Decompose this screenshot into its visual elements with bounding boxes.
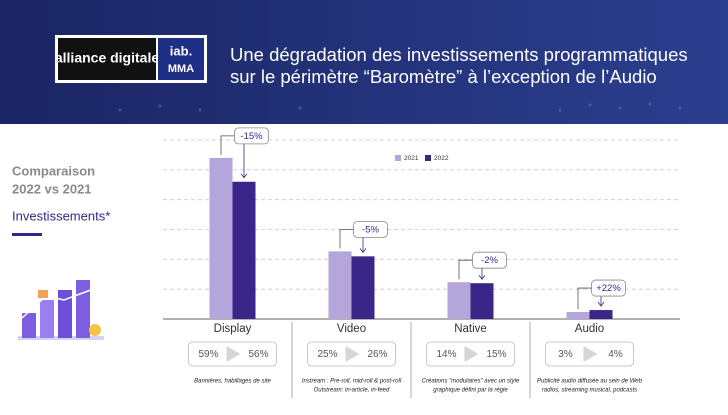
share-label: 14%: [436, 349, 456, 360]
description: radios, streaming musical, podcasts: [542, 388, 637, 394]
x-tick-label: Display: [214, 323, 252, 335]
share-label: 26%: [367, 349, 387, 360]
description: Créations "modulaires" avec un style: [422, 379, 520, 385]
logo-text: alliance digitale: [55, 50, 159, 66]
sidebar-subheading: Investissements*: [12, 208, 110, 223]
annotation-label: -2%: [481, 255, 498, 266]
bar: [328, 251, 352, 319]
illustration: [18, 280, 104, 340]
description: graphique défini par la régie: [433, 388, 508, 394]
annotation-box: [591, 279, 626, 297]
bar: [232, 181, 256, 319]
description: Instream : Pre-roll, mid-roll & post-rol…: [302, 379, 402, 385]
bar: [566, 312, 590, 319]
annotation-label: -15%: [240, 131, 263, 142]
sidebar-heading: 2022 vs 2021: [12, 181, 92, 196]
share-label: 15%: [486, 349, 506, 360]
legend-swatch: [425, 155, 431, 161]
share-label: 3%: [558, 349, 573, 360]
bar: [447, 282, 471, 319]
description: Bannières, habillages de site: [194, 379, 271, 385]
logo-iab: iab.: [170, 43, 192, 58]
title: sur le périmètre “Baromètre” à l’excepti…: [230, 66, 657, 87]
legend-label: 2022: [434, 155, 449, 162]
bar: [351, 256, 375, 319]
annotation-label: -5%: [362, 224, 379, 235]
annotation-box: [234, 127, 269, 145]
share-chevron: [464, 346, 479, 362]
annotation-box: [472, 251, 507, 269]
annotation-bracket: [458, 259, 473, 280]
bar: [589, 310, 613, 319]
annotation-bracket: [339, 228, 354, 249]
header-decoration: [118, 102, 682, 112]
legend-swatch: [395, 155, 401, 161]
bar: [470, 283, 494, 319]
x-tick-label: Video: [337, 323, 366, 335]
logo-dark: [58, 38, 156, 80]
legend-label: 2021: [404, 155, 419, 162]
share-label: 25%: [317, 349, 337, 360]
share-label: 56%: [248, 349, 268, 360]
underline: [12, 233, 42, 236]
share-label: 4%: [608, 349, 623, 360]
share-label: 59%: [198, 349, 218, 360]
annotation-bracket: [577, 287, 592, 310]
share-chevron: [583, 346, 598, 362]
bar: [209, 157, 233, 319]
annotation-box: [353, 220, 388, 238]
description: Publicité audio diffusée au sein de Web: [537, 379, 643, 385]
title: Une dégradation des investissements prog…: [230, 44, 688, 65]
x-tick-label: Audio: [575, 323, 604, 335]
x-tick-label: Native: [454, 323, 487, 335]
description: Outstream: in-article, in-feed: [314, 388, 390, 394]
logo-iab-box: [158, 38, 204, 80]
sidebar-heading: Comparaison: [12, 163, 95, 178]
annotation-bracket: [220, 135, 235, 155]
share-chevron: [226, 346, 241, 362]
annotation-label: +22%: [596, 283, 621, 294]
logo-mma: MMA: [168, 63, 194, 75]
share-chevron: [345, 346, 360, 362]
